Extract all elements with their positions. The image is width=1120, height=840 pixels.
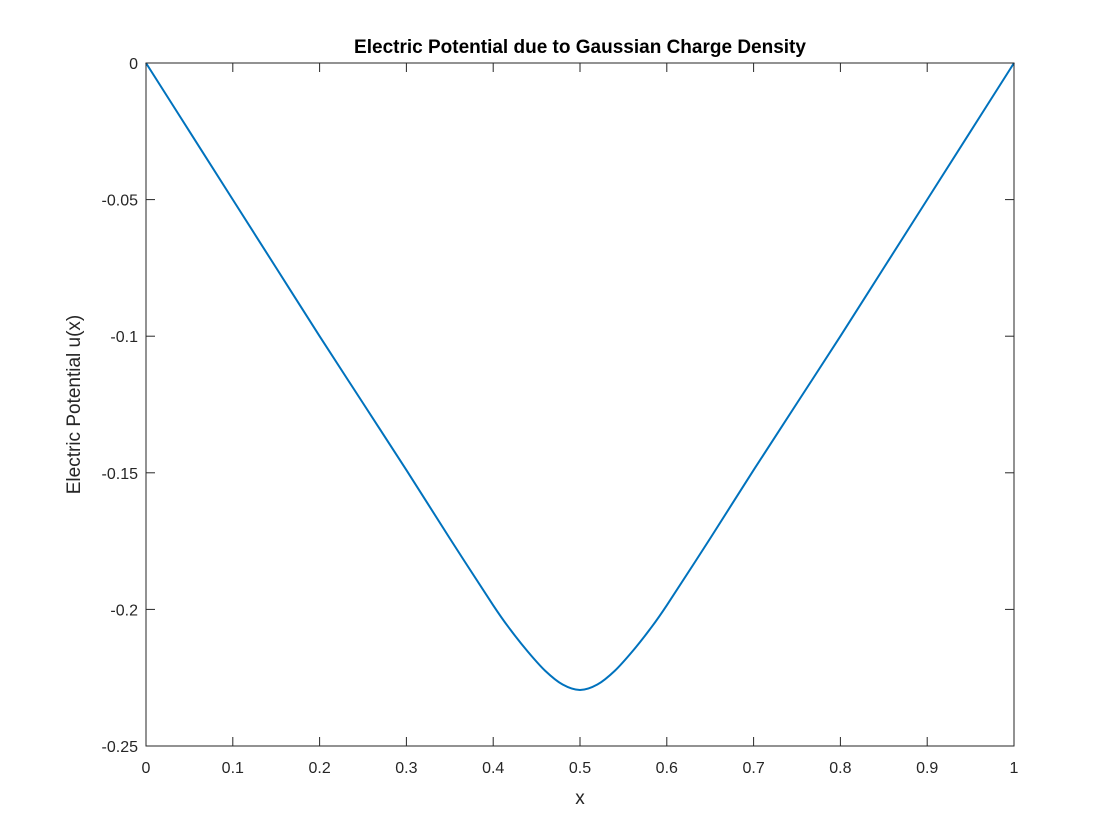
chart-title: Electric Potential due to Gaussian Charg… <box>354 37 806 58</box>
y-tick-label: -0.2 <box>110 602 138 619</box>
x-axis-label: x <box>575 788 585 809</box>
y-tick-label: -0.15 <box>102 466 139 483</box>
x-tick-label: 0.8 <box>829 760 851 777</box>
x-tick-label: 0.1 <box>222 760 244 777</box>
x-tick-label: 0.9 <box>916 760 938 777</box>
x-tick-label: 0.2 <box>308 760 330 777</box>
y-tick-label: -0.25 <box>102 739 139 756</box>
axes-box <box>145 62 1015 747</box>
series-line <box>145 62 1015 691</box>
x-tick-label: 0 <box>142 760 151 777</box>
y-tick-label: -0.05 <box>102 193 139 210</box>
x-tick-label: 1 <box>1010 760 1019 777</box>
x-tick-label: 0.5 <box>569 760 591 777</box>
x-tick-label: 0.4 <box>482 760 504 777</box>
y-tick-label: -0.1 <box>110 329 138 346</box>
x-tick-label: 0.7 <box>742 760 764 777</box>
x-tick-label: 0.6 <box>656 760 678 777</box>
series-group <box>145 62 1015 691</box>
x-tick-label: 0.3 <box>395 760 417 777</box>
tick-labels: 0 0.1 0.2 0.3 0.4 0.5 0.6 0.7 0.8 0.9 1 0 -0.05 -0.1 -… <box>102 56 1019 777</box>
plot-area <box>146 63 1014 746</box>
y-tick-label: 0 <box>129 56 138 73</box>
y-axis-label: Electric Potential u(x) <box>64 315 85 495</box>
